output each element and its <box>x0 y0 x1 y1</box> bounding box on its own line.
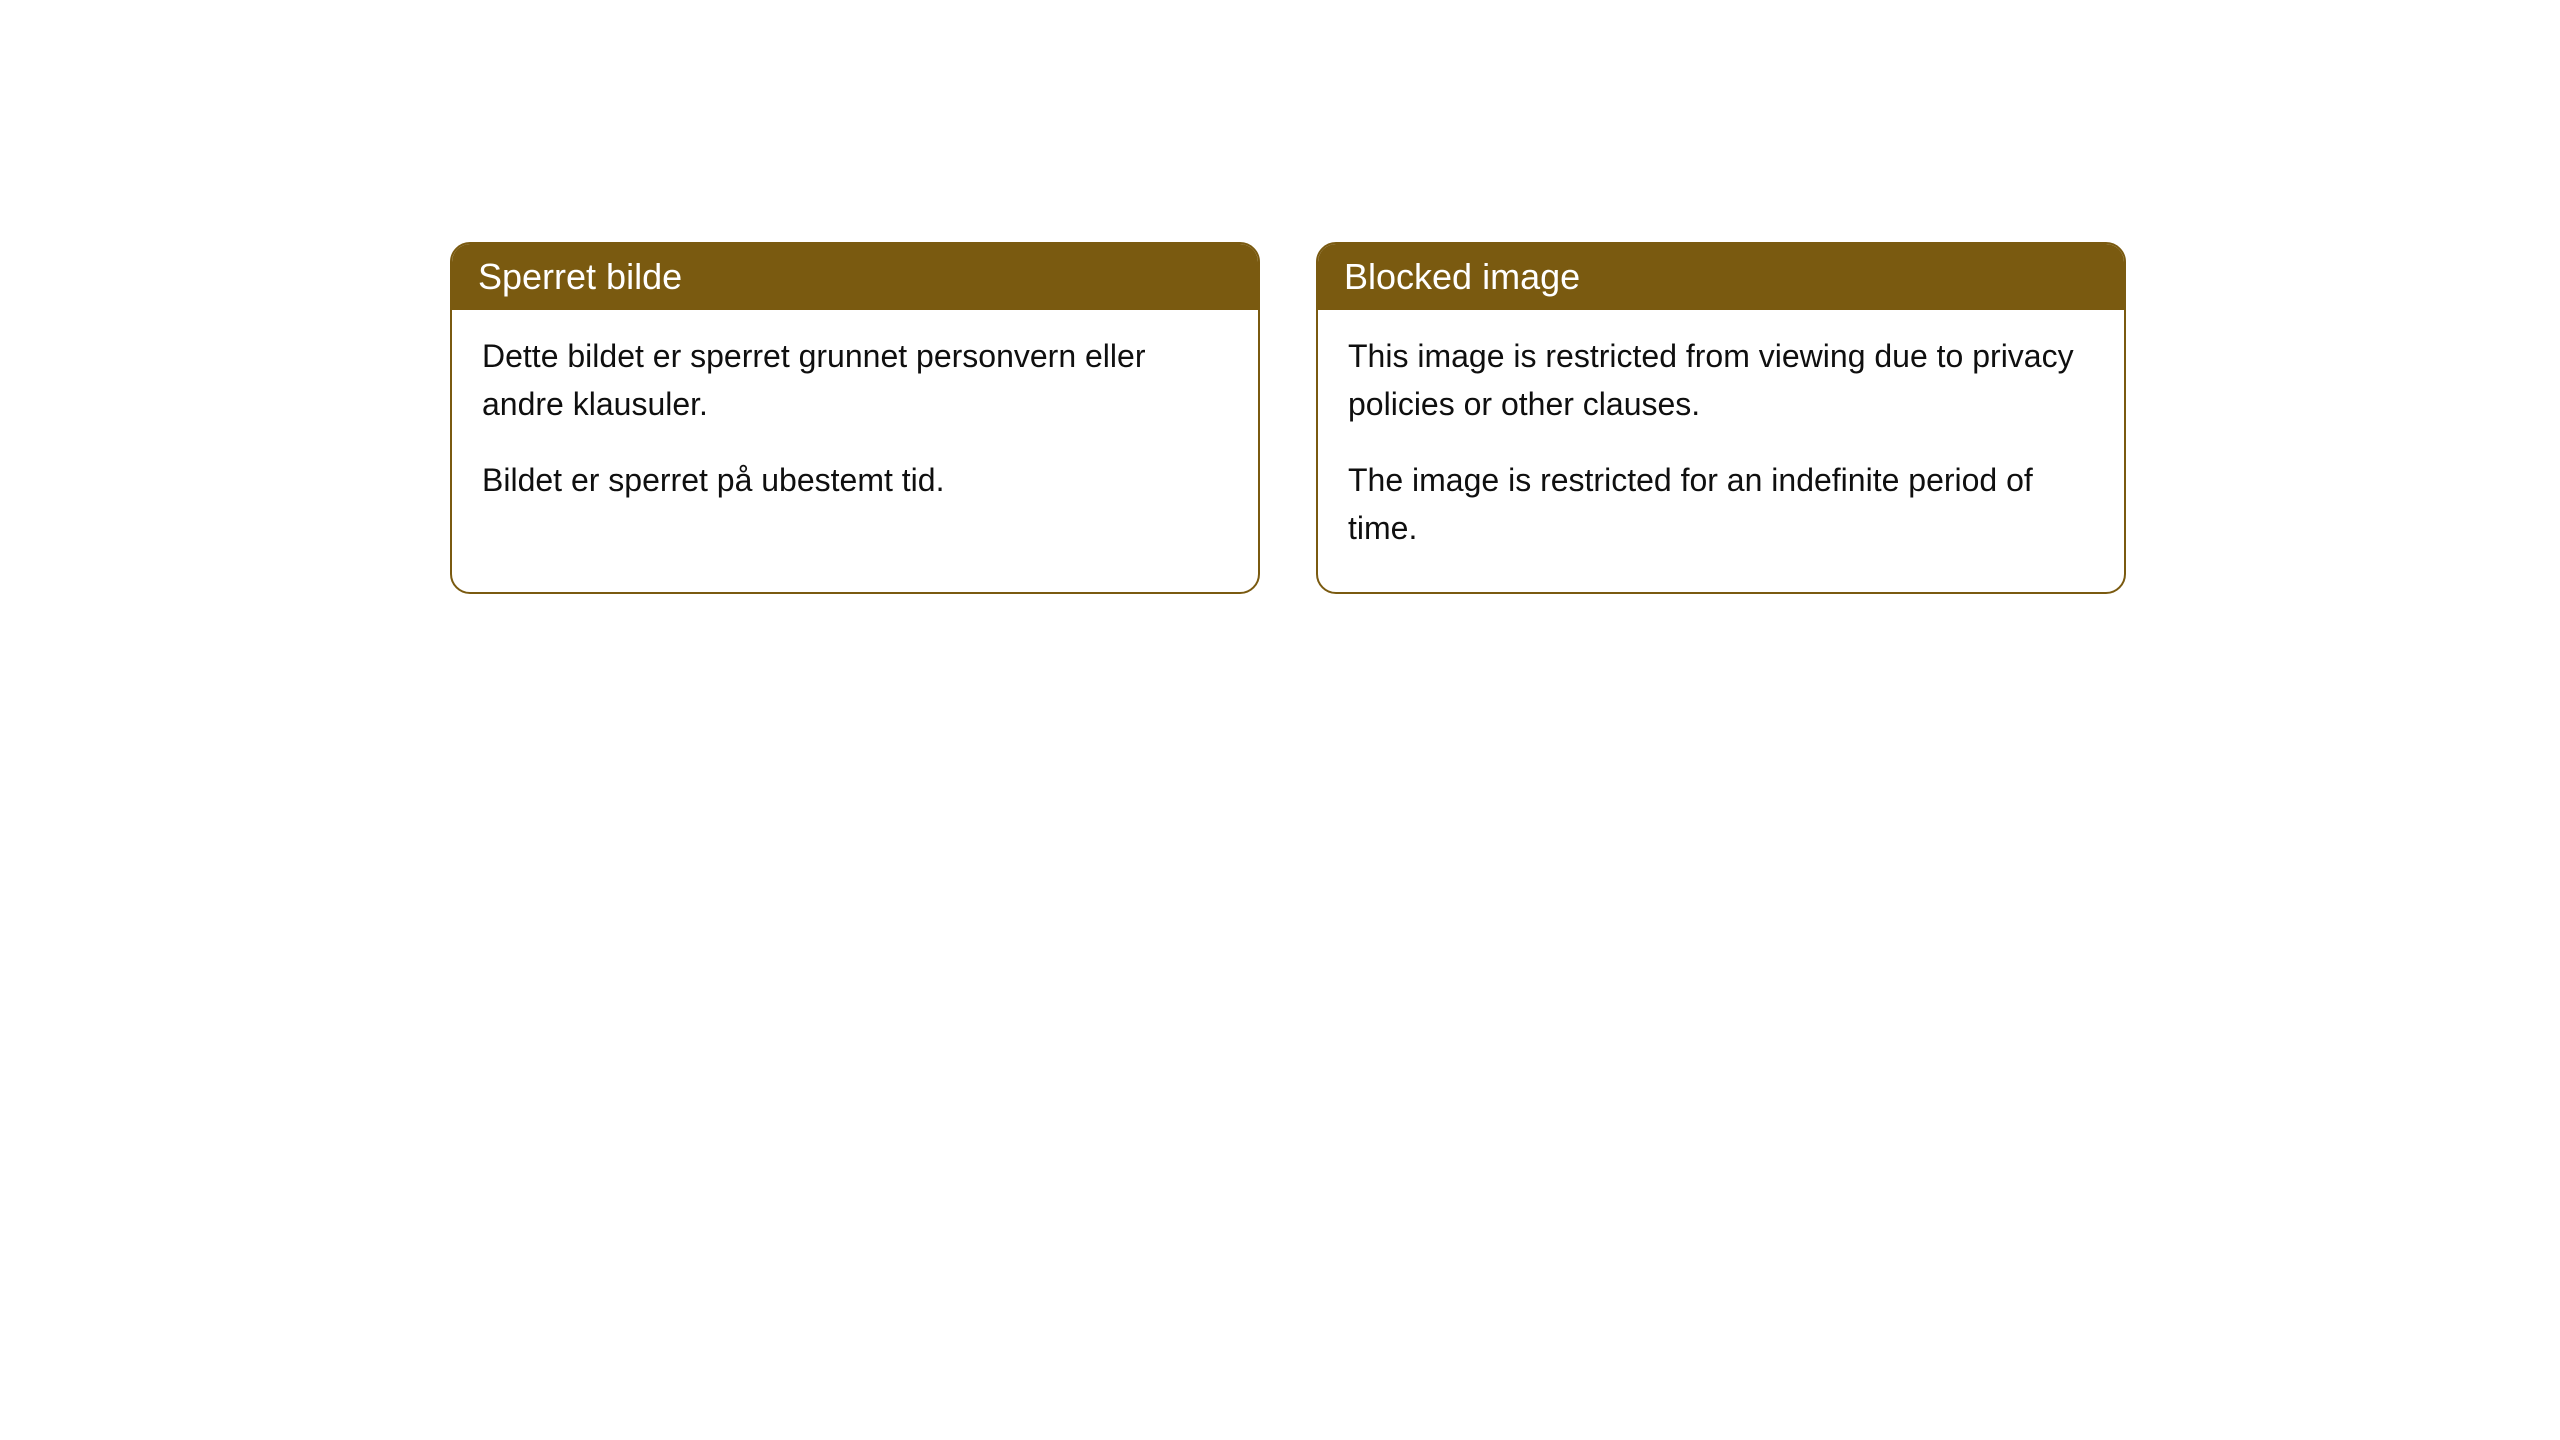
card-header-norwegian: Sperret bilde <box>452 244 1258 310</box>
card-header-english: Blocked image <box>1318 244 2124 310</box>
card-paragraph: This image is restricted from viewing du… <box>1348 332 2094 428</box>
card-body-norwegian: Dette bildet er sperret grunnet personve… <box>452 310 1258 544</box>
card-paragraph: The image is restricted for an indefinit… <box>1348 456 2094 552</box>
card-paragraph: Dette bildet er sperret grunnet personve… <box>482 332 1228 428</box>
blocked-image-card-norwegian: Sperret bilde Dette bildet er sperret gr… <box>450 242 1260 594</box>
card-body-english: This image is restricted from viewing du… <box>1318 310 2124 592</box>
blocked-image-card-english: Blocked image This image is restricted f… <box>1316 242 2126 594</box>
card-title: Blocked image <box>1344 256 1580 297</box>
notice-cards-container: Sperret bilde Dette bildet er sperret gr… <box>450 242 2560 594</box>
card-title: Sperret bilde <box>478 256 682 297</box>
card-paragraph: Bildet er sperret på ubestemt tid. <box>482 456 1228 504</box>
